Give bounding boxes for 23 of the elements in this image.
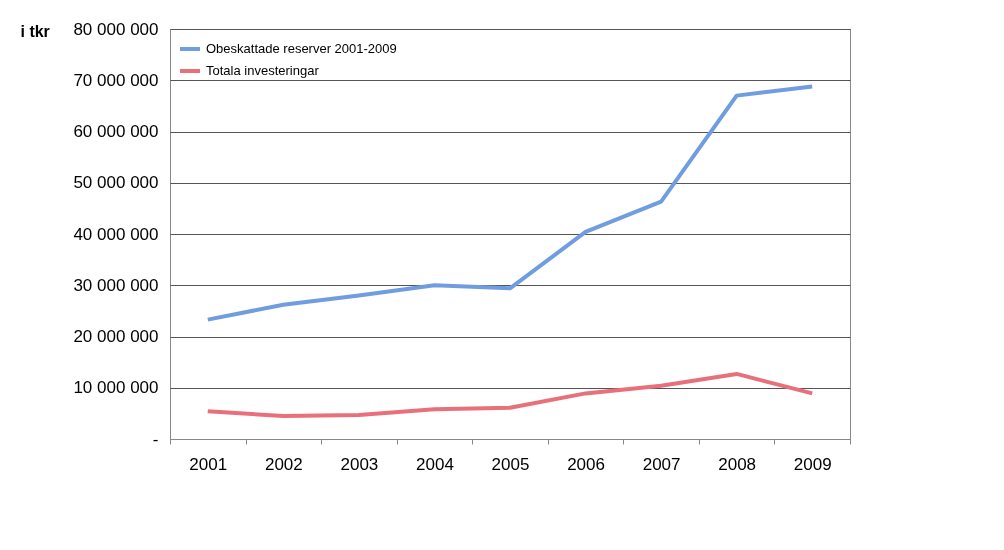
x-tick-label: 2008 (718, 454, 757, 474)
y-tick-label: - (152, 429, 159, 449)
x-tick-label: 2001 (189, 454, 228, 474)
x-tick-label: 2002 (264, 454, 303, 474)
x-tick-label: 2005 (491, 454, 530, 474)
y-tick-label: 10 000 000 (73, 378, 159, 398)
x-tick-label: 2006 (567, 454, 605, 474)
legend-label: Totala investeringar (206, 63, 320, 78)
x-tick-label: 2003 (340, 454, 379, 474)
x-tick-label: 2007 (642, 454, 681, 474)
x-tick-label: 2004 (416, 454, 454, 474)
y-tick-label: 50 000 000 (73, 173, 159, 193)
y-tick-label: 30 000 000 (73, 275, 159, 295)
y-tick-label: 80 000 000 (73, 19, 159, 39)
x-tick-label: 2009 (793, 454, 832, 474)
y-tick-label: 20 000 000 (73, 327, 159, 346)
line-series (205, 84, 815, 322)
legend-label: Obeskattade reserver 2001-2009 (206, 41, 397, 56)
line-series (205, 371, 815, 418)
y-axis-title: i tkr (20, 22, 50, 40)
y-tick-label: 40 000 000 (73, 224, 159, 244)
y-tick-label: 70 000 000 (73, 70, 159, 90)
y-tick-label: 60 000 000 (73, 122, 159, 141)
